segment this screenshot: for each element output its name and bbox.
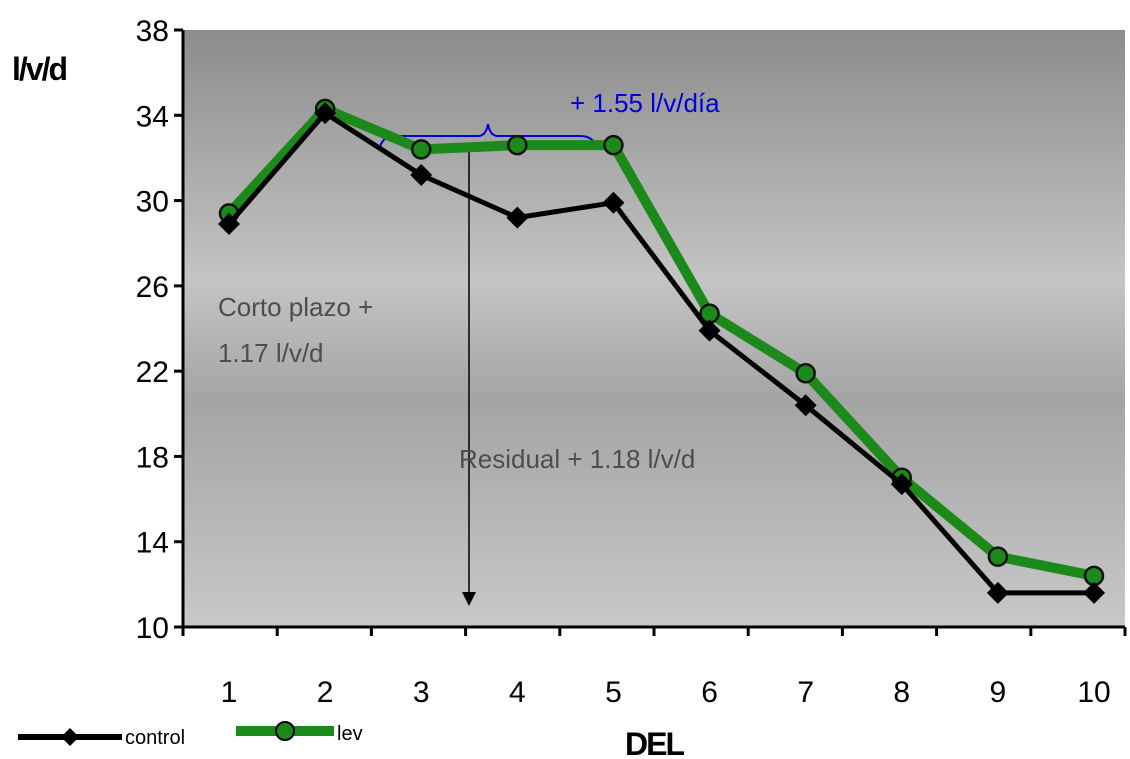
data-point-lev	[410, 139, 432, 160]
y-tick-label: 14	[136, 527, 169, 560]
y-tick-label: 10	[136, 612, 169, 645]
y-tick-label: 22	[136, 356, 169, 389]
x-tick-label: 3	[413, 676, 430, 709]
y-axis-title: l/v/d	[12, 51, 66, 87]
y-tick-label: 34	[136, 100, 169, 133]
legend-item-lev: lev	[236, 721, 363, 745]
data-point-control	[986, 581, 1009, 604]
y-tick-label: 18	[136, 441, 169, 474]
x-tick-label: 2	[317, 676, 334, 709]
x-tick-label: 9	[990, 676, 1007, 709]
legend-lev-label: lev	[337, 723, 363, 745]
data-point-lev	[795, 363, 816, 384]
x-tick-label: 6	[701, 676, 718, 709]
series-line-control	[227, 110, 1094, 596]
residual-label: Residual + 1.18 l/v/d	[459, 444, 695, 474]
bracket-label: + 1.55 l/v/día	[570, 88, 720, 118]
x-tick-label: 4	[509, 676, 526, 709]
legend-lev-marker	[275, 721, 295, 741]
data-point-control	[698, 319, 721, 342]
data-point-control	[410, 163, 433, 186]
y-tick-label: 30	[136, 186, 169, 219]
legend-control-label: control	[125, 727, 185, 749]
short-term-label-line1: Corto plazo +	[218, 292, 373, 322]
data-point-control	[1083, 581, 1105, 604]
y-tick-label: 26	[136, 271, 169, 304]
series-control	[218, 102, 1105, 604]
residual-arrow-head	[462, 592, 476, 606]
y-tick-label: 38	[136, 15, 169, 48]
x-tick-label: 8	[893, 676, 910, 709]
x-tick-label: 7	[797, 676, 814, 709]
data-point-control	[314, 102, 337, 125]
x-tick-label: 10	[1077, 676, 1110, 709]
data-point-lev	[603, 134, 624, 156]
legend: control lev	[18, 721, 363, 749]
data-point-control	[890, 473, 913, 496]
data-point-control	[506, 206, 529, 229]
x-axis-title: DEL	[625, 726, 684, 759]
short-term-label-line2: 1.17 l/v/d	[218, 338, 324, 368]
x-tick-label: 5	[605, 676, 622, 709]
data-point-control	[218, 213, 240, 236]
x-tick-label: 1	[221, 676, 238, 709]
x-axis: 1 2 3 4 5 6 7 8 9 10	[181, 625, 1127, 709]
legend-control-marker	[61, 728, 79, 746]
data-point-lev	[507, 134, 528, 156]
data-point-control	[602, 191, 625, 214]
data-point-lev	[987, 546, 1009, 567]
y-axis: 10 14 18 22 26 30 34 38	[136, 15, 185, 645]
legend-item-control: control	[18, 727, 185, 749]
data-point-control	[794, 394, 817, 417]
series-layer	[218, 98, 1105, 604]
series-line-lev	[225, 103, 1095, 581]
